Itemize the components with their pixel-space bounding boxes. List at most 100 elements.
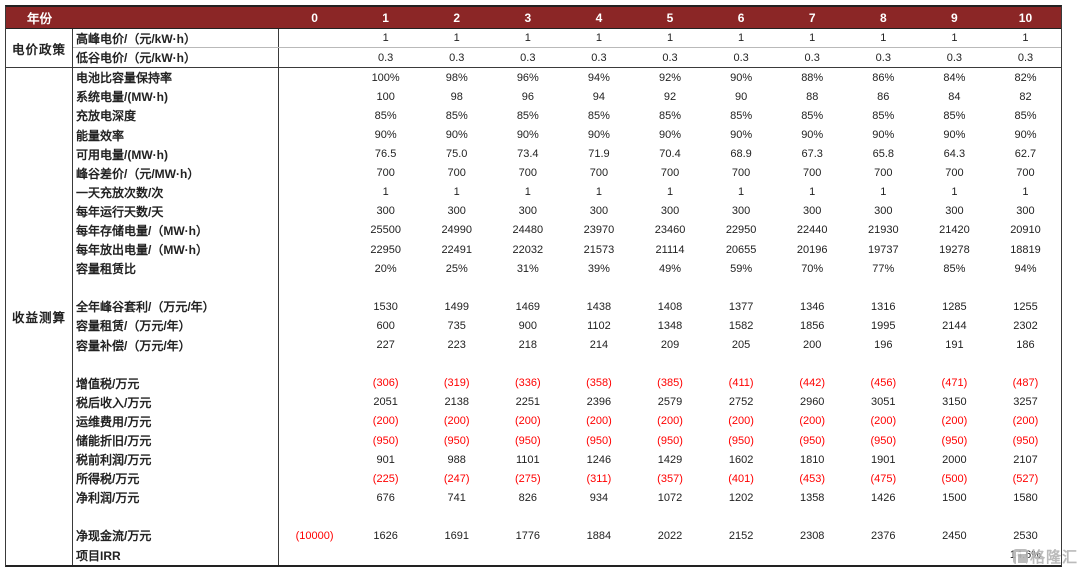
value-cell (279, 278, 350, 297)
value-cell: 0.3 (520, 51, 536, 64)
value-cell: (950) (443, 434, 470, 447)
value-cell: 90% (1014, 129, 1037, 142)
table-row: 容量租赁/（万元/年） 600 735 900 1102 1348 1582 1856 1995… (73, 316, 1061, 336)
value-cell: 20196 (796, 243, 828, 256)
table-section-2: 收益测算 电池比容量保持率 100% 98% 96% 94% 92% 90% 88% 86% 84%… (6, 67, 1061, 565)
value-cell: 2308 (799, 529, 825, 542)
value-cell (279, 355, 350, 374)
table-row: 峰谷差价/（元/MW·h） 700 700 700 700 700 700 700 700 700… (73, 163, 1061, 183)
value-cell: (401) (728, 472, 754, 485)
value-cell: 1530 (373, 300, 398, 313)
value-cell: 90% (801, 129, 824, 142)
value-cell: (500) (941, 472, 968, 485)
value-cell: 2450 (942, 529, 967, 542)
value-cell: 19278 (939, 243, 970, 256)
value-cell (350, 546, 421, 565)
value-cell: 988 (447, 453, 466, 466)
value-cell: 49% (659, 262, 682, 275)
value-cell: 88% (801, 71, 824, 84)
value-cell: (487) (1012, 377, 1039, 390)
value-cell: (456) (870, 377, 897, 390)
value-cell: 0.3 (591, 51, 607, 64)
value-cell: 1 (453, 32, 460, 45)
value-cell: (200) (657, 415, 683, 428)
year-column-header: 8 (879, 10, 887, 25)
value-cell: 24990 (441, 224, 473, 237)
value-cell: 62.7 (1014, 148, 1037, 161)
value-cell: 0.3 (1017, 51, 1034, 64)
value-cell (492, 546, 563, 565)
value-cell (279, 145, 350, 164)
value-cell (634, 546, 705, 565)
table-row: 全年峰谷套利/（万元/年） 1530 1499 1469 1438 1408 1377 134… (73, 297, 1061, 317)
value-cell: 71.9 (588, 148, 610, 161)
value-cell: 227 (376, 339, 395, 352)
row-label: 低谷电价/（元/kW·h） (73, 48, 279, 68)
value-cell (563, 278, 634, 297)
value-cell: 20655 (725, 243, 757, 256)
value-cell: 186 (1016, 339, 1035, 352)
year-column-header: 0 (311, 10, 318, 25)
row-label: 储能折旧/万元 (73, 430, 279, 451)
value-cell (279, 412, 350, 431)
table-row: 净利润/万元 676 741 826 934 1072 1202 1358 1426 1500 15… (73, 488, 1061, 508)
value-cell: 21114 (655, 243, 685, 256)
value-cell: 1 (524, 32, 531, 45)
value-cell: 1626 (373, 529, 398, 542)
value-cell (848, 507, 919, 526)
value-cell: 1408 (657, 300, 683, 313)
value-cell: 1 (809, 32, 816, 45)
value-cell: 1438 (586, 300, 612, 313)
value-cell: 68.9 (730, 148, 752, 161)
value-cell: 700 (731, 167, 751, 180)
value-cell: 65.8 (872, 148, 894, 161)
value-cell: 85% (587, 109, 610, 122)
table-row: 容量补偿/（万元/年） 227 223 218 214 209 205 200 196 191 18… (73, 335, 1061, 355)
value-cell: 1 (880, 32, 887, 45)
value-cell (563, 546, 634, 565)
value-cell: 1316 (871, 300, 896, 313)
value-cell (279, 106, 350, 125)
value-cell (279, 259, 350, 278)
value-cell: (200) (443, 415, 470, 428)
table-row: 容量租赁比 20% 25% 31% 39% 49% 59% 70% 77% 85% 94% (73, 259, 1061, 279)
value-cell (421, 507, 492, 526)
value-cell: 90 (734, 90, 748, 103)
value-cell: 2530 (1013, 529, 1038, 542)
value-cell: (950) (657, 434, 683, 447)
year-column-header: 4 (595, 10, 603, 25)
value-cell: 90% (872, 129, 895, 142)
value-cell: (200) (372, 415, 399, 428)
value-cell: 21420 (939, 224, 970, 237)
value-cell: (385) (657, 377, 683, 390)
section-rows: 电池比容量保持率 100% 98% 96% 94% 92% 90% 88% 86% 84% 82% 系… (73, 68, 1061, 565)
value-cell (777, 507, 848, 526)
row-label: 容量租赁比 (73, 259, 279, 279)
value-cell: 1 (595, 32, 602, 45)
value-cell: 0.3 (946, 51, 963, 64)
value-cell (634, 278, 705, 297)
table-row: 能量效率 90% 90% 90% 90% 90% 90% 90% 90% 90% 90% (73, 125, 1061, 145)
value-cell: 205 (731, 339, 751, 352)
year-column-header: 5 (666, 10, 674, 25)
value-cell: 1499 (444, 300, 469, 313)
value-cell: 90% (587, 129, 610, 142)
value-cell (848, 355, 919, 374)
value-cell: 90% (445, 129, 468, 142)
row-label (73, 354, 279, 374)
value-cell: 2051 (373, 396, 398, 409)
value-cell: 1 (1022, 32, 1029, 45)
row-label: 能量效率 (73, 125, 279, 145)
row-label: 税前利润/万元 (73, 450, 279, 470)
value-cell: 21573 (583, 243, 615, 256)
value-cell (279, 221, 350, 240)
value-cell: 1426 (871, 491, 896, 504)
table-section-1: 电价政策 高峰电价/（元/kW·h） 1 1 1 1 1 1 1 1 1 1 低谷电价/（元/kW·h）… (6, 29, 1061, 68)
value-cell: (275) (514, 472, 541, 485)
table-row: 低谷电价/（元/kW·h） 0.3 0.3 0.3 0.3 0.3 0.3 0.3 0.3 0.3… (73, 48, 1061, 68)
value-cell: 59% (730, 262, 753, 275)
value-cell: 24480 (512, 224, 544, 237)
value-cell: 1580 (1013, 491, 1038, 504)
value-cell: 1 (880, 186, 887, 199)
value-cell: 676 (376, 491, 395, 504)
